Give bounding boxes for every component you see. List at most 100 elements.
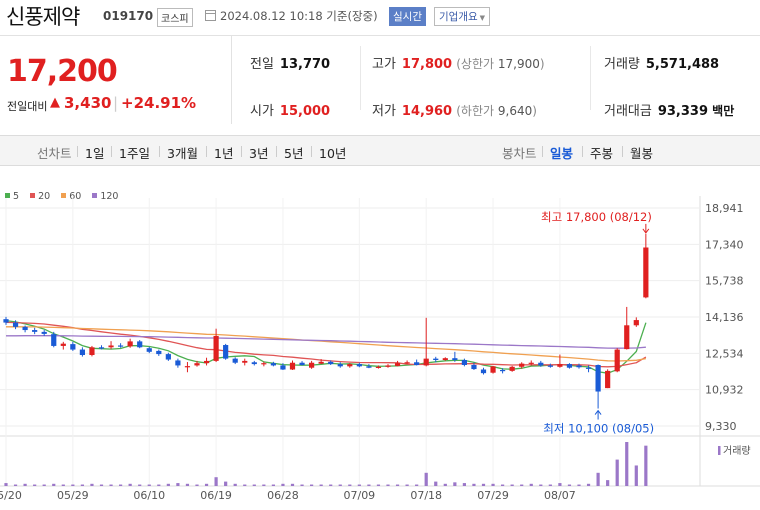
volume-bar	[33, 484, 37, 486]
prev-close: 전일 13,770	[250, 53, 330, 72]
toolbar-separator	[276, 146, 277, 157]
period-daily-button[interactable]: 일봉	[550, 146, 574, 161]
candle-body	[385, 365, 391, 367]
candle-body	[261, 363, 267, 365]
candle-body	[423, 358, 429, 366]
candle-body	[624, 325, 630, 350]
chart-annotations: 최고 17,800 (08/12) 최저 10,100 (08/05)	[541, 210, 654, 436]
volume-bar	[13, 484, 18, 486]
volume-bar	[185, 483, 190, 486]
range-3m-button[interactable]: 3개월	[167, 146, 198, 161]
candle-body	[60, 343, 66, 346]
candle-body	[32, 330, 38, 332]
volume-bar	[634, 465, 638, 486]
range-1y-button[interactable]: 1년	[214, 146, 234, 161]
period-weekly-button[interactable]: 주봉	[590, 146, 614, 161]
volume-bar	[214, 477, 218, 486]
legend-ma120[interactable]: 120	[92, 191, 118, 202]
legend-ma5[interactable]: 5	[5, 191, 19, 202]
candle-body	[614, 349, 620, 372]
volume-bar	[386, 484, 390, 486]
change-separator: |	[113, 94, 119, 112]
candle-body	[375, 366, 382, 368]
volume-bar	[23, 483, 27, 486]
range-3y-button[interactable]: 3년	[249, 146, 269, 161]
amount-unit: 백만	[712, 104, 735, 118]
volume-bar	[204, 483, 209, 486]
candle-body	[213, 335, 219, 361]
toolbar-separator	[159, 146, 160, 157]
x-tick-label: 06/19	[200, 489, 232, 502]
volume-bar	[42, 484, 46, 486]
chevron-down-icon: ▼	[479, 14, 486, 22]
high-label: 고가	[372, 57, 396, 72]
toolbar-separator	[582, 146, 583, 157]
header-divider	[0, 35, 760, 36]
stock-chart[interactable]: 18,941 17,340 15,738 14,136 12,534 10,932 9,33…	[0, 196, 760, 510]
range-1d-button[interactable]: 1일	[85, 146, 105, 161]
candle-body	[127, 341, 133, 347]
volume-bar	[338, 484, 342, 486]
low-label: 저가	[372, 104, 396, 119]
lower-limit-close: )	[532, 104, 537, 118]
legend-ma60[interactable]: 60	[61, 191, 81, 202]
low-arrowhead-icon	[594, 409, 602, 415]
volume-bar	[290, 483, 295, 486]
volume-bar	[462, 483, 466, 486]
candle-body	[194, 363, 200, 366]
volume-value: 5,571,488	[645, 57, 720, 72]
volume-bar	[501, 484, 505, 486]
x-tick-label: 06/28	[267, 489, 299, 502]
candle-body	[509, 366, 515, 371]
high-price: 고가 17,800 (상한가 17,900)	[372, 53, 545, 72]
volume-bar	[625, 442, 629, 486]
open-label: 시가	[250, 104, 274, 119]
legend-ma20[interactable]: 20	[30, 191, 50, 202]
candle-body	[12, 322, 19, 327]
candle-body	[347, 364, 353, 367]
trade-amount: 거래대금 93,339 백만	[604, 100, 734, 119]
range-5y-button[interactable]: 5년	[284, 146, 304, 161]
candle-body	[137, 341, 143, 348]
candle-body	[643, 247, 649, 298]
price-panel: 17,200 전일대비 ▲ 3,430 | +24.91%	[0, 36, 232, 124]
candle-body	[165, 354, 171, 360]
volume-bar	[147, 484, 151, 486]
candle-body	[404, 362, 410, 364]
stock-header: 신풍제약 019170 코스피 2024.08.12 10:18 기준(장중) …	[0, 0, 760, 35]
period-monthly-button[interactable]: 월봉	[630, 146, 654, 161]
volume-bar	[90, 483, 94, 486]
price-change: 3,430	[64, 94, 112, 112]
y-tick-label: 12,534	[705, 347, 744, 360]
legend-swatch	[92, 193, 98, 198]
legend-ma20-label: 20	[38, 191, 51, 202]
y-tick-label: 18,941	[705, 202, 744, 215]
realtime-button[interactable]: 실시간	[389, 7, 426, 26]
range-1w-button[interactable]: 1주일	[119, 146, 150, 161]
candle-body	[442, 358, 448, 360]
candle-chart-label: 봉차트	[502, 146, 537, 161]
volume-bar	[109, 484, 113, 486]
volume-bar	[233, 483, 237, 486]
volume-bar	[424, 472, 428, 486]
volume-bar	[52, 483, 56, 486]
open-value: 15,000	[279, 104, 331, 119]
company-overview-button[interactable]: 기업개요 ▼	[434, 7, 491, 26]
y-tick-label: 14,136	[705, 311, 744, 324]
candle-body	[251, 362, 257, 365]
candle-body	[280, 365, 286, 370]
candle-body	[471, 364, 477, 370]
candle-body	[108, 345, 114, 348]
candle-body	[118, 345, 124, 347]
volume-bar	[567, 484, 572, 486]
lower-limit-label: (하한가	[456, 104, 495, 118]
candle-body	[519, 363, 525, 367]
candle-body	[566, 364, 573, 368]
up-arrow-icon: ▲	[50, 95, 60, 110]
candle-body	[203, 360, 210, 364]
volume-bar	[606, 480, 610, 486]
candle-body	[633, 320, 639, 326]
candle-body	[366, 366, 372, 368]
range-10y-button[interactable]: 10년	[319, 146, 347, 161]
x-tick-label: 07/18	[410, 489, 442, 502]
